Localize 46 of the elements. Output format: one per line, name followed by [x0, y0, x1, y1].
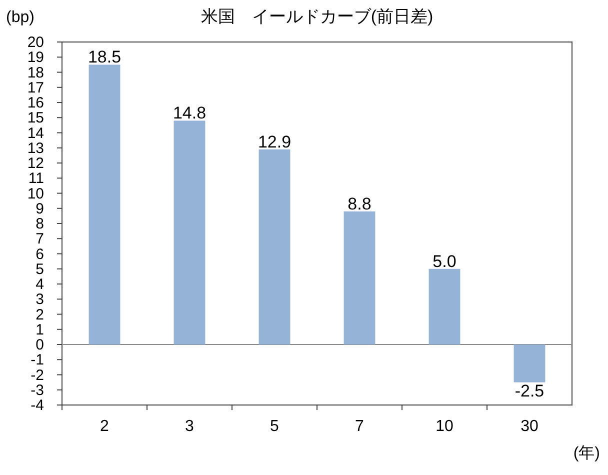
x-tick-label: 3 [185, 418, 194, 435]
data-label: 14.8 [172, 104, 206, 123]
y-tick-label: 5 [36, 260, 44, 278]
y-tick-label: 10 [27, 185, 44, 202]
x-axis-title: (年) [573, 445, 600, 462]
y-tick-label: 17 [27, 79, 44, 96]
bar [88, 64, 120, 344]
data-label: 12.9 [258, 132, 292, 152]
bar [258, 149, 290, 344]
y-tick-label: 15 [27, 110, 44, 127]
data-label: 5.0 [432, 252, 456, 271]
y-tick-label: 1 [36, 321, 44, 338]
x-tick-label: 2 [100, 418, 110, 435]
y-tick-label: 20 [27, 34, 44, 51]
y-tick-label: -3 [30, 382, 44, 399]
y-tick-label: 8 [36, 216, 44, 232]
x-tick-label: 10 [436, 418, 454, 435]
y-tick-label: 9 [36, 200, 44, 218]
x-tick-label: 5 [270, 418, 280, 435]
data-label: 8.8 [348, 194, 372, 214]
bar [514, 344, 546, 382]
y-tick-label: 19 [27, 49, 44, 66]
y-tick-label: 3 [36, 291, 44, 308]
y-tick-label: -1 [30, 352, 44, 369]
y-axis-title: (bp) [6, 9, 34, 26]
y-tick-label: 0 [36, 336, 44, 354]
y-tick-label: -2 [30, 366, 44, 384]
data-label: 18.5 [88, 48, 122, 67]
x-tick-label: 7 [355, 418, 364, 435]
y-tick-label: 4 [36, 276, 44, 293]
y-tick-label: 6 [36, 246, 44, 263]
bar [344, 211, 376, 344]
y-tick-label: 12 [27, 155, 44, 172]
y-tick-label: 13 [27, 140, 44, 157]
x-tick-label: 30 [520, 418, 538, 435]
y-tick-label: 16 [27, 94, 44, 112]
y-tick-label: -4 [30, 397, 44, 414]
y-tick-label: 11 [28, 170, 44, 188]
y-tick-label: 18 [27, 64, 44, 82]
y-tick-label: 7 [36, 230, 44, 248]
data-label: -2.5 [514, 381, 544, 400]
y-tick-label: 2 [36, 306, 44, 324]
bar [174, 120, 206, 344]
bar [428, 268, 460, 344]
y-tick-label: 14 [27, 124, 44, 142]
chart-title: 米国 イールドカーブ(前日差) [200, 7, 434, 26]
